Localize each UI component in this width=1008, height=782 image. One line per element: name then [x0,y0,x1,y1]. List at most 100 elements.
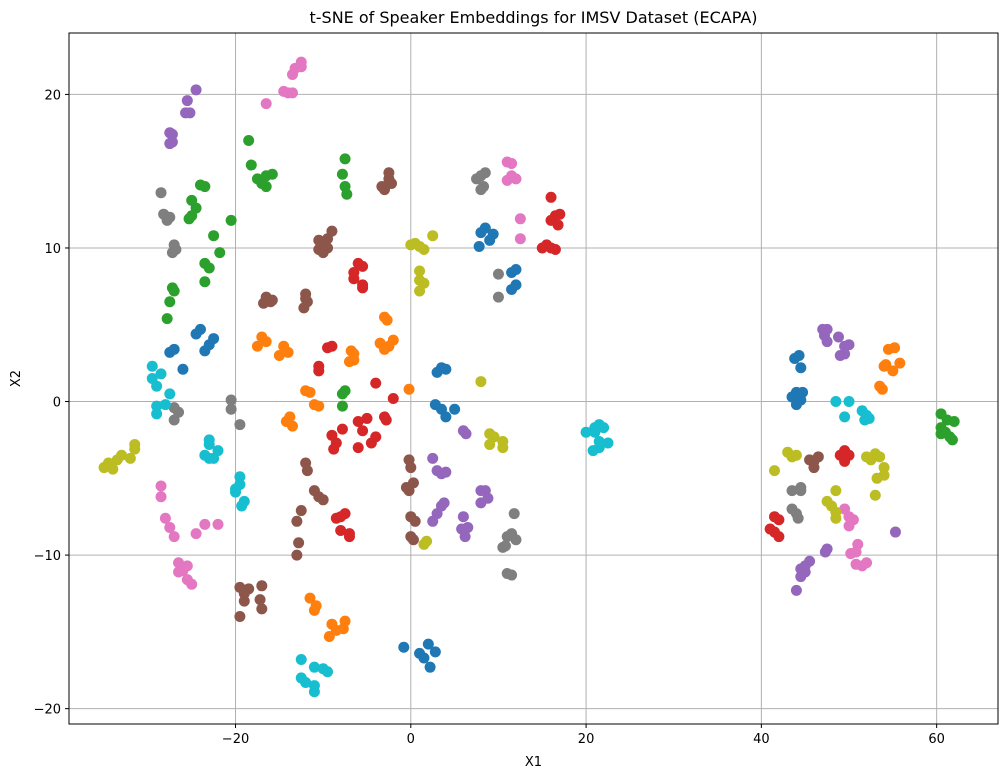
data-point [832,331,844,343]
data-point [357,425,369,437]
data-point [164,388,176,400]
data-point [383,167,395,179]
data-point [479,167,491,179]
data-point [295,505,307,517]
data-point [308,686,320,698]
data-point [343,531,355,543]
data-point [348,273,360,285]
data-point [339,615,351,627]
data-point [365,437,377,449]
data-point [839,503,851,515]
data-point [208,452,220,464]
data-point [510,534,522,546]
data-point [199,181,211,193]
data-point [510,173,522,185]
data-point [173,566,185,578]
data-point [418,652,430,664]
data-point [514,233,526,245]
data-point [258,297,270,309]
data-point [166,247,178,259]
data-point [510,263,522,275]
x-tick-label: 40 [753,732,770,747]
data-point [291,515,303,527]
data-point [422,638,434,650]
data-point [151,400,163,412]
x-tick-label: 60 [928,732,945,747]
data-point [203,339,215,351]
data-point [545,191,557,203]
data-point [475,497,487,509]
data-point [869,489,881,501]
data-point [386,177,398,189]
data-point [230,486,242,498]
data-point [243,134,255,146]
data-point [429,646,441,658]
data-point [769,465,781,477]
data-point [479,222,491,234]
data-point [161,313,173,325]
data-point [251,340,263,352]
data-point [405,462,417,474]
data-point [790,584,802,596]
data-point [291,549,303,561]
data-point [245,159,257,171]
data-point [339,153,351,165]
data-point [300,677,312,689]
data-point [414,285,426,297]
data-point [352,442,364,454]
data-point [510,279,522,291]
data-point [830,512,842,524]
data-point [273,349,285,361]
data-point [587,445,599,457]
y-tick-label: −10 [34,549,61,564]
data-point [440,363,452,375]
data-point [238,595,250,607]
data-point [795,362,807,374]
data-point [431,366,443,378]
data-point [254,594,266,606]
data-point [295,56,307,68]
data-point [462,521,474,533]
data-point [874,451,886,463]
data-point [326,225,338,237]
data-point [830,396,842,408]
data-point [322,666,334,678]
data-point [398,641,410,653]
data-point [506,569,518,581]
data-point [361,412,373,424]
data-point [260,336,272,348]
data-point [166,136,178,148]
data-point [155,480,167,492]
data-point [459,531,471,543]
data-point [313,400,325,412]
data-point [773,531,785,543]
data-point [164,521,176,533]
data-point [427,452,439,464]
data-point [508,508,520,520]
data-point [506,158,518,170]
data-point [190,328,202,340]
data-point [387,392,399,404]
data-point [440,466,452,478]
data-point [403,383,415,395]
y-tick-label: −20 [34,703,61,718]
data-point [894,357,906,369]
y-tick-label: 10 [44,242,61,257]
data-point [492,268,504,280]
series-3 [161,134,960,446]
data-point [159,399,171,411]
data-point [330,512,342,524]
plot-area-frame [68,32,999,725]
data-point [335,525,347,537]
data-point [286,420,298,432]
data-point [878,462,890,474]
data-point [146,360,158,372]
data-point [536,242,548,254]
data-point [124,452,136,464]
data-point [352,415,364,427]
data-point [409,515,421,527]
data-point [107,463,119,475]
data-point [421,535,433,547]
data-point [266,294,278,306]
series-8 [155,167,807,581]
